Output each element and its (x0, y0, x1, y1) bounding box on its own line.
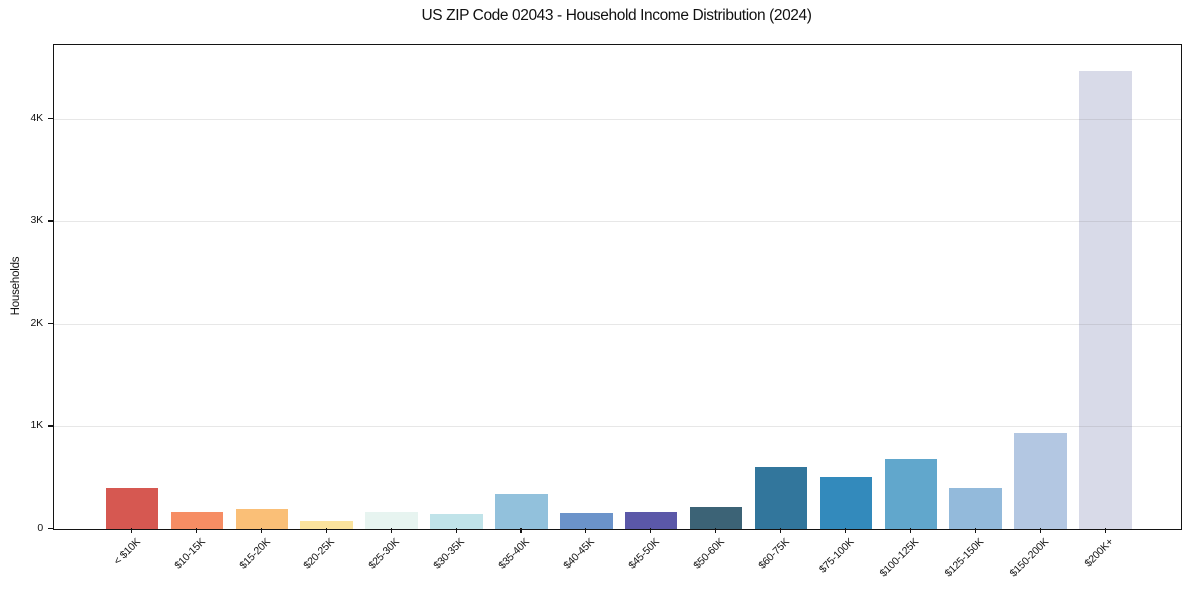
y-tick-mark (48, 117, 53, 120)
y-tick-label: 1K (30, 419, 44, 432)
bar-$30-35K (430, 514, 483, 529)
x-tick-label: $15-20K (236, 536, 273, 572)
bar-$35-40K (495, 494, 548, 529)
x-tick-mark (520, 528, 522, 533)
bar-$45-50K (624, 511, 678, 529)
x-tick-mark (780, 528, 782, 533)
x-tick-label: $10-15K (171, 536, 208, 572)
x-tick-label: $125-150K (942, 536, 987, 580)
gridline (54, 323, 1181, 325)
x-tick-mark (585, 528, 587, 533)
bar-$25-30K (365, 512, 418, 529)
x-tick-label: $25-30K (366, 536, 403, 572)
x-tick-mark (195, 528, 198, 533)
x-tick-mark (715, 528, 717, 533)
y-axis-label: Households (10, 256, 22, 316)
x-tick-label: $150-200K (1007, 536, 1052, 580)
bar-< $10K (105, 487, 159, 529)
x-tick-label: $75-100K (816, 536, 857, 576)
bar-$125-150K (949, 487, 1002, 529)
plot-area (53, 44, 1182, 530)
x-tick-mark (909, 528, 911, 533)
bar-$100-125K (884, 459, 938, 529)
y-tick-mark (48, 220, 53, 222)
x-tick-label: $35-40K (496, 536, 532, 572)
bar-$50-60K (689, 507, 743, 529)
gridline (54, 221, 1181, 223)
x-tick-mark (650, 528, 652, 533)
x-tick-label: $45-50K (626, 536, 662, 572)
bar-$75-100K (819, 477, 873, 529)
x-tick-mark (974, 528, 976, 533)
x-tick-label: $200K+ (1082, 536, 1116, 570)
x-tick-label: $50-60K (691, 536, 727, 572)
chart-title: US ZIP Code 02043 - Household Income Dis… (421, 7, 812, 24)
x-tick-mark (260, 528, 262, 533)
gridline (54, 426, 1181, 428)
bar-$150-200K (1014, 432, 1067, 529)
bar-$60-75K (754, 467, 808, 529)
x-tick-label: $30-35K (431, 536, 467, 572)
y-tick-label: 3K (30, 214, 44, 227)
x-tick-mark (1104, 528, 1106, 533)
bar-$40-45K (560, 512, 613, 529)
x-tick-mark (1039, 528, 1041, 533)
x-tick-label: $100-125K (877, 536, 922, 580)
x-tick-mark (455, 528, 457, 533)
x-tick-mark (390, 528, 392, 533)
x-tick-label: $60-75K (755, 536, 792, 572)
bar-$20-25K (300, 521, 353, 529)
bar-$10-15K (170, 511, 224, 529)
y-tick-label: 4K (30, 111, 44, 124)
bar-$15-20K (235, 509, 289, 529)
x-tick-mark (325, 528, 327, 533)
x-tick-label: $20-25K (301, 536, 338, 572)
bars-layer (54, 45, 1181, 529)
y-tick-mark (48, 528, 53, 530)
y-tick-label: 0 (37, 522, 43, 534)
grid-layer (54, 45, 1181, 529)
bar-$200K+ (1079, 70, 1132, 529)
gridline (54, 118, 1181, 120)
x-tick-label: < $10K (111, 536, 143, 568)
y-tick-mark (48, 425, 53, 427)
x-tick-mark (844, 528, 847, 533)
x-tick-mark (131, 528, 133, 533)
x-tick-label: $40-45K (561, 536, 597, 572)
y-tick-mark (48, 322, 53, 325)
y-tick-label: 2K (30, 316, 44, 329)
